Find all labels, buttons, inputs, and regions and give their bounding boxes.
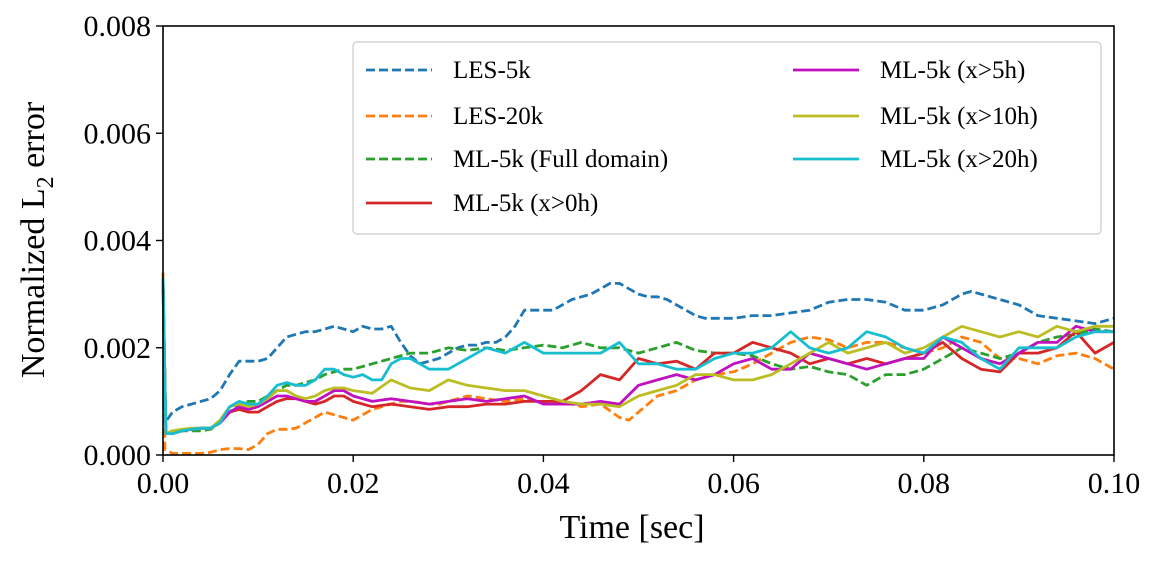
x-axis-ticks: 0.00 0.02 0.04 0.06 0.08 0.10 [137, 455, 1141, 500]
series-line-ml-5k-x-0h [161, 277, 1115, 436]
series-line-ml-5k-full-domain [161, 277, 1115, 436]
y-tick-label: 0.004 [84, 225, 152, 258]
x-tick-label: 0.04 [517, 467, 570, 500]
legend-label-ml-5k-x-5h: ML-5k (x>5h) [880, 57, 1025, 84]
legend-label-ml-5k-x-20h: ML-5k (x>20h) [880, 146, 1038, 173]
legend-label-les-20k: LES-20k [453, 103, 544, 130]
y-axis-title: Normalized L2 error [15, 101, 59, 378]
legend-label-ml-5k-x-0h: ML-5k (x>0h) [453, 190, 598, 217]
legend-label-les-5k: LES-5k [453, 57, 531, 84]
legend-frame [352, 41, 1102, 235]
x-tick-label: 0.00 [137, 467, 190, 500]
y-axis-title-tail: error [15, 101, 52, 176]
series-line-ml-5k-x-5h [161, 277, 1114, 436]
series-layer [161, 272, 1115, 455]
x-tick-label: 0.10 [1088, 467, 1141, 500]
x-axis-title: Time [sec] [559, 509, 704, 546]
x-tick-label: 0.08 [898, 467, 951, 500]
y-tick-label: 0.000 [84, 439, 152, 472]
series-line-les-5k [161, 281, 1115, 425]
y-tick-label: 0.006 [84, 117, 152, 150]
y-axis-title-subscript: 2 [33, 176, 59, 188]
y-tick-label: 0.002 [84, 332, 152, 365]
series-line-ml-5k-x-10h [161, 277, 1114, 436]
y-tick-label: 0.008 [84, 10, 152, 43]
legend-label-ml-5k-full-domain: ML-5k (Full domain) [453, 146, 668, 173]
y-axis-title-main: Normalized L [15, 188, 52, 378]
series-line-ml-5k-x-20h [161, 277, 1114, 436]
y-axis-ticks: 0.000 0.002 0.004 0.006 0.008 [84, 10, 163, 472]
x-tick-label: 0.02 [327, 467, 380, 500]
legend-label-ml-5k-x-10h: ML-5k (x>10h) [880, 103, 1038, 130]
legend: LES-5k LES-20k ML-5k (Full domain) ML-5k (x… [352, 41, 1102, 235]
x-tick-label: 0.06 [707, 467, 760, 500]
